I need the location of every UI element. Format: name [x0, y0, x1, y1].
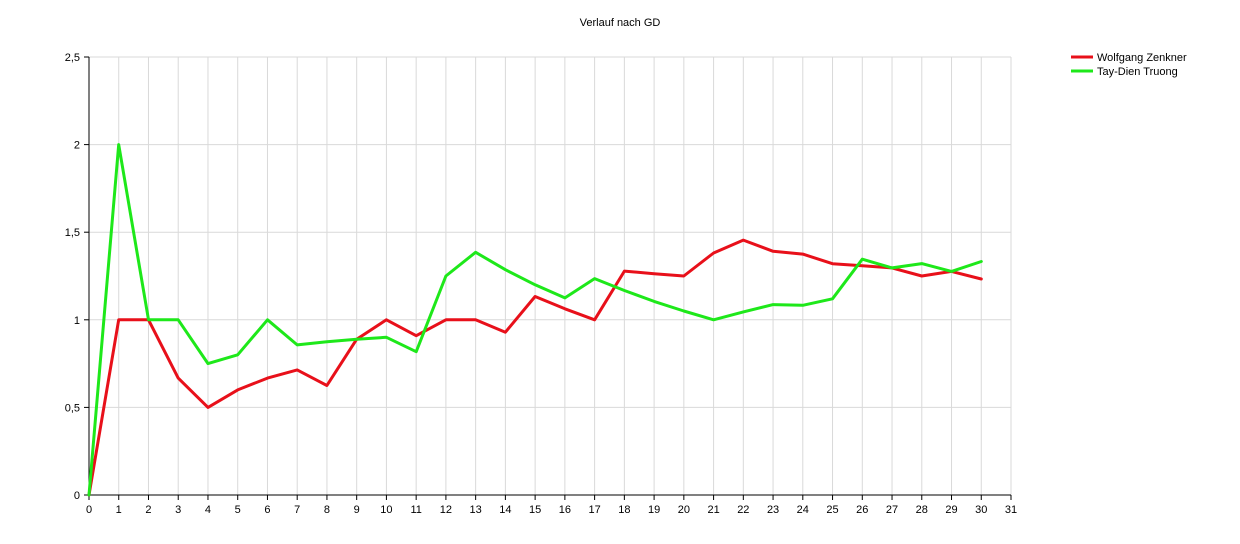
- x-tick-label: 27: [886, 504, 898, 516]
- y-tick-label: 0,5: [65, 402, 80, 414]
- legend: Wolfgang Zenkner Tay-Dien Truong: [1071, 52, 1187, 78]
- x-tick-label: 30: [975, 504, 987, 516]
- axes: 0 1 2 3 4 5 6 7 8 9 10 11 12 13 14 15 16 17 18 19 20 21 22 23 24…: [65, 52, 1017, 516]
- y-tick-label: 2: [74, 140, 80, 152]
- x-tick-label: 11: [410, 504, 421, 516]
- x-tick-label: 6: [264, 504, 270, 516]
- series-lines: [87, 143, 983, 497]
- x-tick-label: 21: [707, 504, 719, 516]
- x-tick-label: 25: [826, 504, 838, 516]
- y-tick-label: 2,5: [65, 52, 80, 64]
- y-tick-label: 0: [74, 490, 80, 502]
- y-tick-label: 1,5: [65, 227, 80, 239]
- x-tick-label: 28: [916, 504, 928, 516]
- grid-lines: [89, 56, 1012, 495]
- x-tick-label: 19: [648, 504, 660, 516]
- x-tick-label: 20: [678, 504, 690, 516]
- y-tick-label: 1: [74, 315, 80, 327]
- series-line-1: [87, 238, 983, 497]
- x-tick-label: 13: [470, 504, 482, 516]
- x-tick-label: 22: [737, 504, 749, 516]
- chart-title: Verlauf nach GD: [580, 17, 661, 29]
- x-tick-label: 3: [175, 504, 181, 516]
- x-tick-label: 8: [324, 504, 330, 516]
- x-tick-label: 1: [116, 504, 122, 516]
- x-tick-label: 24: [797, 504, 809, 516]
- legend-label-1: Wolfgang Zenkner: [1097, 52, 1187, 64]
- x-tick-label: 18: [618, 504, 630, 516]
- x-tick-label: 10: [380, 504, 392, 516]
- x-tick-label: 29: [945, 504, 957, 516]
- x-tick-label: 0: [86, 504, 92, 516]
- x-tick-label: 7: [294, 504, 300, 516]
- series-line-2: [87, 143, 983, 497]
- x-tick-label: 31: [1005, 504, 1017, 516]
- x-tick-label: 12: [440, 504, 452, 516]
- legend-label-2: Tay-Dien Truong: [1097, 66, 1178, 78]
- x-tick-label: 17: [588, 504, 600, 516]
- x-tick-label: 26: [856, 504, 868, 516]
- x-tick-label: 14: [499, 504, 511, 516]
- x-tick-label: 2: [145, 504, 151, 516]
- x-tick-label: 15: [529, 504, 541, 516]
- x-tick-label: 4: [205, 504, 211, 516]
- x-tick-label: 23: [767, 504, 779, 516]
- x-tick-label: 9: [354, 504, 360, 516]
- x-tick-label: 5: [235, 504, 241, 516]
- x-tick-label: 16: [559, 504, 571, 516]
